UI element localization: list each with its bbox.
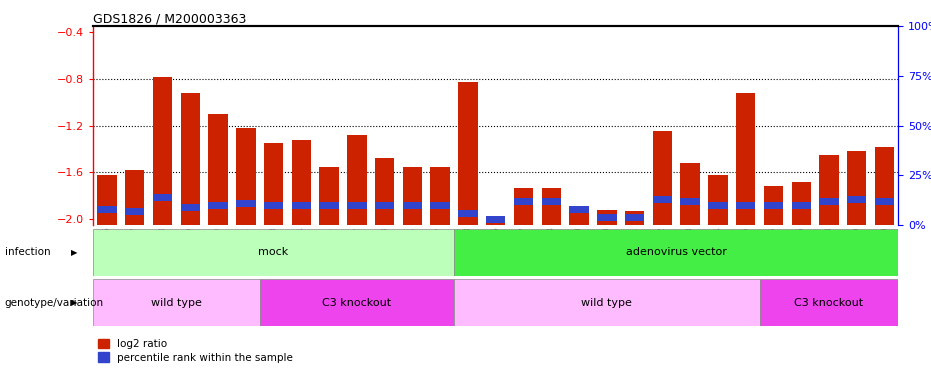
- Bar: [430, 202, 450, 208]
- Bar: [708, 175, 728, 225]
- Bar: [125, 170, 144, 225]
- Bar: [209, 114, 228, 225]
- Bar: [181, 204, 200, 211]
- Bar: [681, 198, 700, 205]
- Text: mock: mock: [259, 247, 289, 257]
- Bar: [236, 128, 255, 225]
- Bar: [319, 166, 339, 225]
- Text: wild type: wild type: [581, 298, 632, 308]
- Bar: [430, 166, 450, 225]
- Text: wild type: wild type: [151, 298, 202, 308]
- Bar: [763, 202, 783, 208]
- Bar: [403, 166, 422, 225]
- Bar: [454, 229, 898, 276]
- Text: infection: infection: [5, 247, 50, 257]
- Bar: [763, 186, 783, 225]
- Bar: [125, 208, 144, 214]
- Bar: [542, 188, 561, 225]
- Text: GDS1826 / M200003363: GDS1826 / M200003363: [93, 12, 247, 25]
- Bar: [847, 152, 867, 225]
- Bar: [263, 202, 283, 208]
- Bar: [791, 202, 811, 208]
- Bar: [625, 211, 644, 225]
- Bar: [181, 93, 200, 225]
- Bar: [542, 198, 561, 205]
- Bar: [681, 163, 700, 225]
- Bar: [458, 210, 478, 216]
- Bar: [653, 196, 672, 202]
- Bar: [260, 279, 454, 326]
- Bar: [319, 202, 339, 208]
- Bar: [347, 135, 367, 225]
- Text: ▶: ▶: [71, 298, 77, 307]
- Bar: [209, 202, 228, 208]
- Bar: [347, 202, 367, 208]
- Bar: [93, 229, 454, 276]
- Bar: [514, 198, 533, 205]
- Text: C3 knockout: C3 knockout: [322, 298, 391, 308]
- Text: genotype/variation: genotype/variation: [5, 298, 103, 308]
- Bar: [375, 158, 395, 225]
- Bar: [263, 143, 283, 225]
- Bar: [791, 182, 811, 225]
- Text: ▶: ▶: [71, 248, 77, 256]
- Bar: [736, 202, 755, 208]
- Text: C3 knockout: C3 knockout: [794, 298, 864, 308]
- Bar: [97, 175, 116, 225]
- Bar: [653, 132, 672, 225]
- Bar: [153, 76, 172, 225]
- Bar: [236, 200, 255, 207]
- Bar: [597, 214, 616, 220]
- Legend: log2 ratio, percentile rank within the sample: log2 ratio, percentile rank within the s…: [99, 339, 293, 363]
- Bar: [625, 214, 644, 220]
- Bar: [875, 198, 895, 205]
- Bar: [708, 202, 728, 208]
- Bar: [454, 279, 760, 326]
- Bar: [597, 210, 616, 225]
- Bar: [570, 206, 588, 213]
- Bar: [291, 140, 311, 225]
- Bar: [458, 82, 478, 225]
- Bar: [291, 202, 311, 208]
- Bar: [97, 206, 116, 213]
- Bar: [153, 194, 172, 201]
- Bar: [486, 222, 506, 225]
- Text: adenovirus vector: adenovirus vector: [626, 247, 727, 257]
- Bar: [875, 147, 895, 225]
- Bar: [514, 188, 533, 225]
- Bar: [819, 155, 839, 225]
- Bar: [847, 196, 867, 202]
- Bar: [570, 207, 588, 225]
- Bar: [375, 202, 395, 208]
- Bar: [736, 93, 755, 225]
- Bar: [819, 198, 839, 205]
- Bar: [403, 202, 422, 208]
- Bar: [486, 216, 506, 222]
- Bar: [760, 279, 898, 326]
- Bar: [93, 279, 260, 326]
